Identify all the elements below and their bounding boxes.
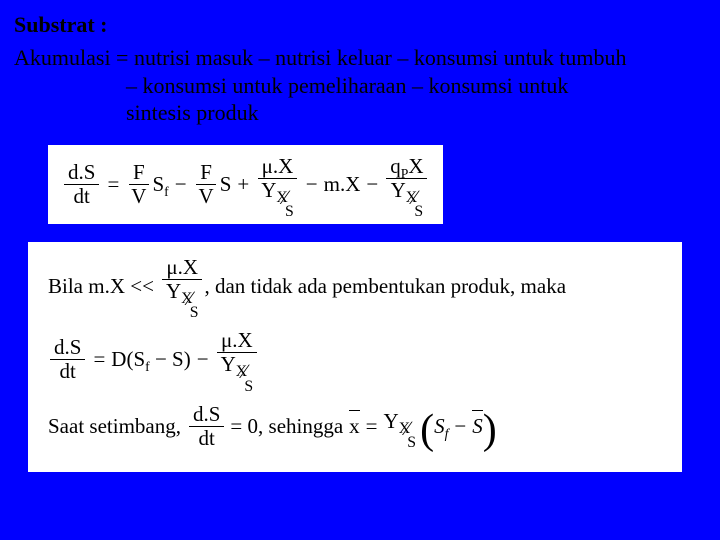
cond-post: , dan tidak ada pembentukan produk, maka [204, 273, 566, 299]
eq3-mid: = 0, sehingga [230, 413, 343, 439]
rparen-icon: ) [483, 418, 497, 443]
cond-num: μ.X [162, 256, 202, 280]
lhs-den: dt [70, 185, 94, 208]
eq3-Y: YX∕S [384, 408, 417, 445]
t5-den: YX∕S [387, 179, 428, 214]
eq3-pre: Saat setimbang, [48, 413, 181, 439]
t4: m.X [324, 172, 361, 197]
desc-line3: sintesis produk [14, 99, 706, 127]
section-heading: Substrat : [14, 12, 706, 38]
eq2-t-num: μ.X [217, 329, 257, 353]
t2-num: F [196, 161, 216, 185]
t1-suffix: Sf [152, 172, 168, 197]
derivation-area: Bila m.X << μ.X YX∕S , dan tidak ada pem… [28, 242, 682, 472]
condition-row: Bila m.X << μ.X YX∕S , dan tidak ada pem… [48, 256, 670, 315]
desc-line2: – konsumsi untuk pemeliharaan – konsumsi… [14, 72, 706, 100]
lparen-icon: ( [420, 418, 434, 443]
eq2-lhs-num: d.S [50, 336, 85, 360]
t5-num: qPX [386, 155, 427, 179]
eq3-Sbar: S [472, 413, 483, 439]
eq2-D: D [111, 346, 126, 372]
simplified-equation: d.S dt = D (Sf − S) − μ.X YX∕S [48, 329, 670, 388]
eq2-t-den: YX∕S [217, 353, 258, 388]
t3-num: μ.X [258, 155, 298, 179]
steady-state-equation: Saat setimbang, d.S dt = 0, sehingga x =… [48, 403, 670, 450]
eq3-num: d.S [189, 403, 224, 427]
eq2-lhs-den: dt [56, 360, 80, 383]
eq3-Sf: Sf [434, 413, 448, 439]
t1-num: F [129, 161, 149, 185]
t1-den: V [127, 185, 150, 208]
t2-suffix: S [220, 172, 232, 197]
cond-pre: Bila m.X << [48, 273, 154, 299]
t3-den: YX∕S [257, 179, 298, 214]
accumulation-definition: Akumulasi = nutrisi masuk – nutrisi kelu… [14, 44, 706, 127]
eq2-paren: (Sf − S) [126, 346, 190, 372]
cond-den: YX∕S [162, 280, 203, 315]
t2-den: V [195, 185, 218, 208]
eq3-den: dt [195, 427, 219, 450]
lhs-num: d.S [64, 161, 99, 185]
main-substrate-equation: d.S dt = F V Sf − F V S + μ.X YX∕S − [48, 145, 443, 224]
eq3-xbar: x [349, 413, 360, 439]
desc-line1: Akumulasi = nutrisi masuk – nutrisi kelu… [14, 45, 627, 70]
